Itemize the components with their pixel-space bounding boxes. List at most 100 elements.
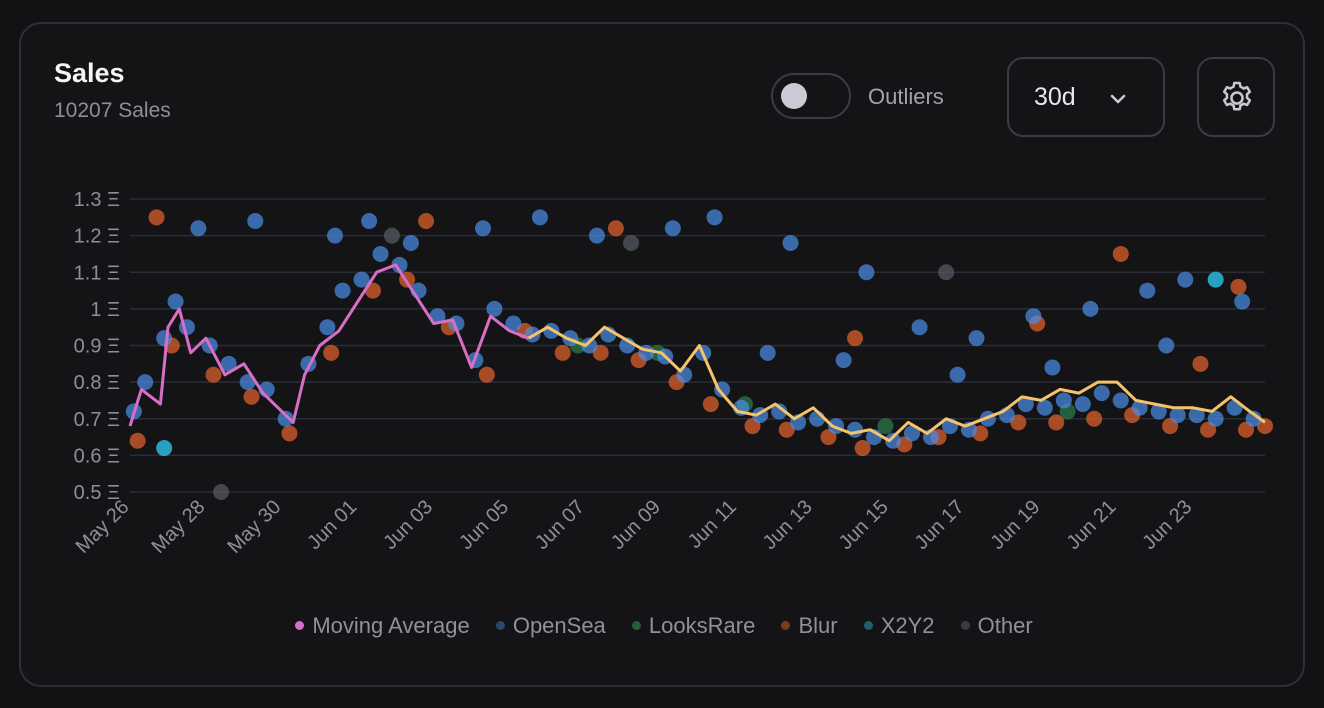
sale-point-other — [623, 234, 640, 251]
sale-point-blur — [323, 344, 340, 361]
sale-point-blur — [1230, 278, 1247, 295]
x-tick-label: Jun 03 — [379, 496, 437, 554]
sale-point-opensea — [1055, 392, 1072, 409]
sale-point-other — [213, 484, 230, 500]
sale-point-blur — [1010, 414, 1027, 431]
sale-point-opensea — [247, 212, 264, 229]
legend-dot-icon — [631, 620, 641, 630]
y-tick-label: 1 Ξ — [90, 299, 120, 321]
sale-point-opensea — [1112, 392, 1129, 409]
sale-point-opensea — [581, 337, 598, 354]
sale-point-opensea — [759, 344, 776, 361]
card-title: Sales — [54, 58, 125, 88]
x-tick-label: Jun 01 — [303, 496, 361, 554]
legend-dot-icon — [781, 620, 791, 630]
legend-label: Blur — [798, 613, 838, 638]
sale-point-opensea — [137, 374, 154, 391]
outliers-toggle[interactable] — [771, 73, 851, 119]
sale-point-opensea — [361, 212, 378, 229]
moving-average-line — [527, 325, 1266, 443]
sale-point-opensea — [277, 410, 294, 427]
x-tick-label: Jun 17 — [911, 496, 969, 554]
sale-point-opensea — [1093, 385, 1110, 402]
sale-point-blur — [607, 220, 624, 237]
sale-point-blur — [129, 432, 146, 449]
sale-point-opensea — [588, 227, 605, 244]
moving-average-line — [128, 263, 530, 427]
y-tick-label: 0.7 Ξ — [74, 409, 120, 431]
sale-point-opensea — [1082, 300, 1099, 317]
sales-scatter-chart: 1.3 Ξ 1.2 Ξ 1.1 Ξ 1 Ξ 0.9 Ξ 0.8 Ξ 0.7 Ξ 0.6 Ξ 0.… — [72, 189, 1273, 558]
sale-point-opensea — [1017, 396, 1034, 413]
legend-label: X2Y2 — [880, 613, 935, 638]
x-tick-label: Jun 13 — [759, 496, 817, 554]
sale-point-opensea — [835, 352, 852, 369]
legend-item-opensea[interactable]: OpenSea — [495, 613, 606, 639]
x-tick-label: Jun 23 — [1138, 496, 1196, 554]
x-tick-label: Jun 09 — [607, 496, 665, 554]
range-dropdown-button[interactable]: 30d — [1007, 57, 1165, 137]
sale-point-blur — [1086, 410, 1103, 427]
sale-point-opensea — [1177, 271, 1194, 288]
legend-item-x2y2[interactable]: X2Y2 — [863, 613, 935, 639]
legend-label: OpenSea — [512, 613, 606, 638]
sale-point-blur — [1257, 418, 1273, 435]
legend-item-looksrare[interactable]: LooksRare — [631, 613, 755, 639]
sale-point-opensea — [326, 227, 343, 244]
settings-button[interactable] — [1197, 57, 1275, 137]
legend-dot-icon — [960, 620, 970, 630]
sale-point-opensea — [429, 308, 446, 325]
x-tick-label: Jun 21 — [1062, 496, 1120, 554]
y-tick-label: 0.5 Ξ — [74, 482, 120, 504]
sale-point-opensea — [319, 319, 336, 336]
sale-point-looksrare — [877, 418, 894, 435]
legend-label: Other — [977, 613, 1033, 638]
x-tick-label: May 26 — [72, 496, 134, 558]
sale-point-blur — [478, 366, 495, 383]
sale-point-blur — [778, 421, 795, 438]
sale-point-blur — [854, 440, 871, 457]
sale-point-blur — [847, 330, 864, 347]
sale-point-opensea — [1036, 399, 1053, 416]
sale-point-x2y2 — [156, 440, 173, 457]
sale-point-blur — [1192, 355, 1209, 372]
legend-item-moving-average[interactable]: Moving Average — [295, 613, 470, 639]
y-tick-label: 1.3 Ξ — [74, 189, 120, 211]
sale-point-opensea — [156, 330, 173, 347]
sale-point-opensea — [1025, 308, 1042, 325]
sale-point-other — [383, 227, 400, 244]
sale-point-blur — [1112, 245, 1129, 262]
y-tick-label: 1.2 Ξ — [74, 226, 120, 248]
legend-item-blur[interactable]: Blur — [781, 613, 838, 639]
gear-icon — [1222, 81, 1252, 111]
sale-point-opensea — [353, 271, 370, 288]
sales-count: 10207 Sales — [54, 99, 171, 122]
sale-point-opensea — [1188, 407, 1205, 424]
legend-item-other[interactable]: Other — [960, 613, 1033, 639]
sale-point-opensea — [782, 234, 799, 251]
sale-point-opensea — [949, 366, 966, 383]
sale-point-opensea — [486, 300, 503, 317]
y-tick-label: 0.8 Ξ — [74, 372, 120, 394]
sale-point-opensea — [1044, 359, 1061, 376]
outliers-label: Outliers — [868, 84, 944, 109]
y-tick-label: 0.6 Ξ — [74, 445, 120, 467]
sale-point-opensea — [334, 282, 351, 299]
sale-point-blur — [554, 344, 571, 361]
sale-point-other — [938, 264, 955, 281]
sale-point-opensea — [475, 220, 492, 237]
sale-point-blur — [281, 425, 298, 442]
sale-point-opensea — [1234, 293, 1251, 310]
sale-point-opensea — [1169, 407, 1186, 424]
sale-point-opensea — [706, 209, 723, 226]
sale-point-opensea — [1158, 337, 1175, 354]
sale-point-opensea — [505, 315, 522, 332]
range-dropdown-label: 30d — [1034, 83, 1076, 111]
sale-point-blur — [243, 388, 260, 405]
y-tick-label: 1.1 Ξ — [74, 262, 120, 284]
sale-point-opensea — [1150, 403, 1167, 420]
sale-point-opensea — [190, 220, 207, 237]
chart-legend: Moving Average OpenSea LooksRare Blur X2… — [21, 613, 1307, 639]
x-tick-label: May 30 — [223, 496, 285, 558]
sale-point-opensea — [968, 330, 985, 347]
